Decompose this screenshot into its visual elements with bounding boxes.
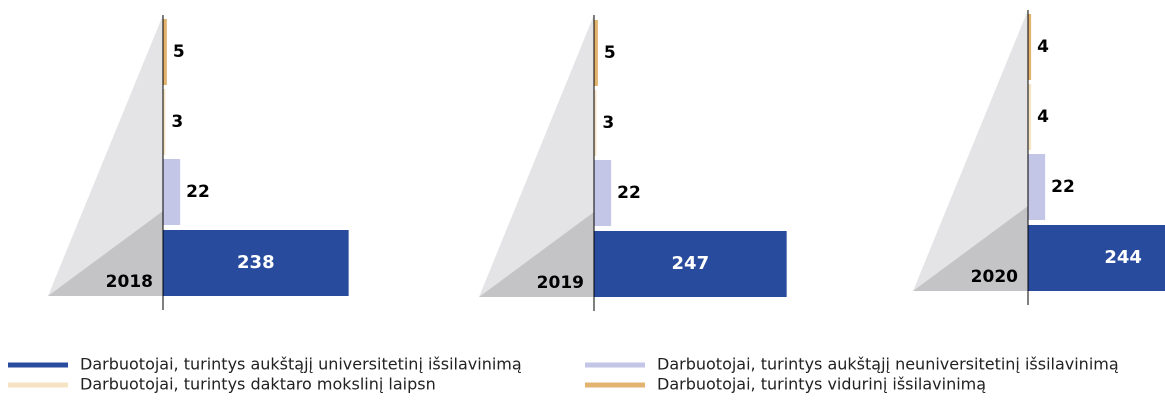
bar	[163, 230, 349, 296]
decor-light	[913, 10, 1028, 291]
value-label: 238	[237, 252, 275, 273]
value-label: 244	[1104, 247, 1142, 268]
chart: 238 22 3 5 2018	[48, 15, 349, 310]
value-label: 5	[173, 42, 185, 62]
bar	[1028, 154, 1046, 220]
bar	[594, 231, 787, 297]
decor-light	[479, 15, 594, 297]
value-label: 4	[1037, 37, 1049, 57]
year-label: 2019	[537, 273, 584, 293]
chart: 247 22 3 5 2019	[479, 15, 787, 311]
bar	[163, 159, 181, 225]
value-label: 22	[1051, 177, 1075, 197]
bar	[1028, 14, 1032, 80]
value-label: 5	[604, 43, 616, 63]
legend-label: Darbuotojai, turintys aukštąjį universit…	[80, 355, 522, 374]
decor-dark	[913, 206, 1028, 291]
legend-label: Darbuotojai, turintys daktaro mokslinį l…	[80, 375, 436, 394]
year-label: 2020	[971, 267, 1018, 287]
bar	[594, 160, 612, 226]
bar	[594, 20, 598, 86]
bar	[1028, 84, 1032, 150]
value-label: 22	[617, 183, 641, 203]
bar	[594, 90, 597, 156]
value-label: 3	[602, 113, 614, 133]
legend-label: Darbuotojai, turintys vidurinį išsilavin…	[657, 375, 986, 394]
chart: 244 22 4 4 2020	[913, 10, 1165, 305]
decor-dark	[48, 211, 163, 296]
value-label: 4	[1037, 107, 1049, 127]
value-label: 247	[672, 253, 710, 274]
bar	[163, 19, 167, 85]
legend-label: Darbuotojai, turintys aukštąjį neunivers…	[657, 355, 1119, 374]
decor-light	[48, 15, 163, 296]
value-label: 3	[171, 112, 183, 132]
decor-dark	[479, 212, 594, 297]
value-label: 22	[186, 182, 210, 202]
year-label: 2018	[106, 272, 153, 292]
bar	[1028, 225, 1165, 291]
bar	[163, 89, 166, 155]
